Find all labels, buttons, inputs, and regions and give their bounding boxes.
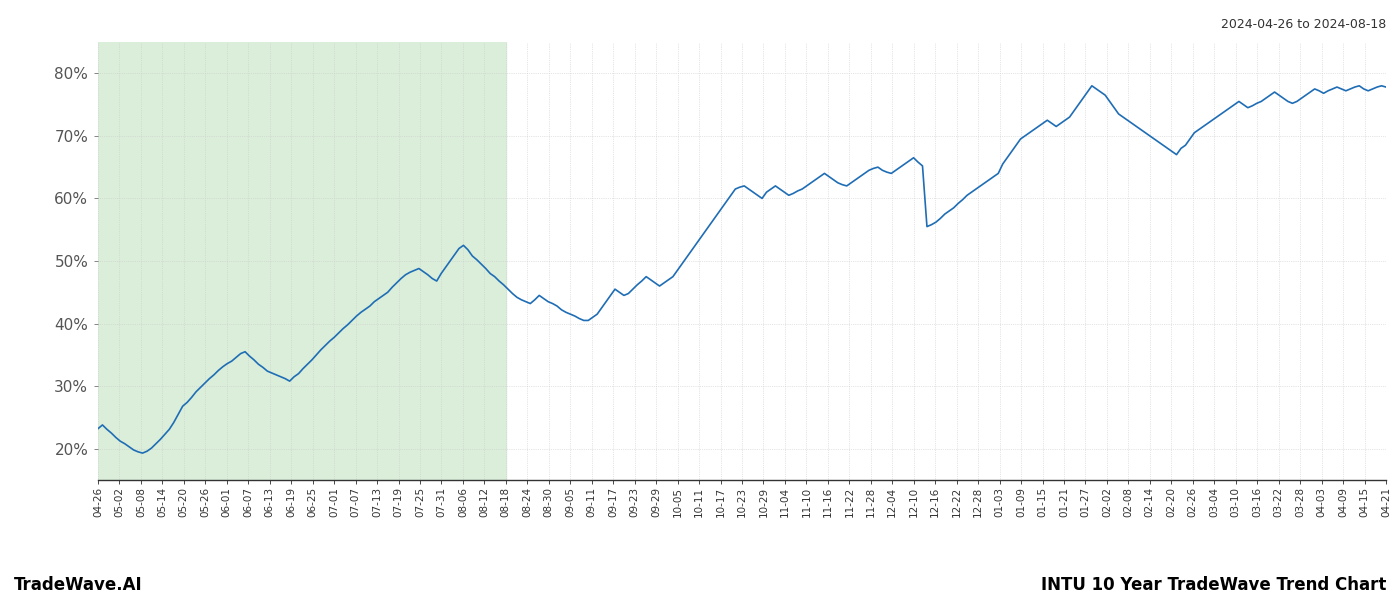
- Text: INTU 10 Year TradeWave Trend Chart: INTU 10 Year TradeWave Trend Chart: [1040, 576, 1386, 594]
- Text: TradeWave.AI: TradeWave.AI: [14, 576, 143, 594]
- Text: 2024-04-26 to 2024-08-18: 2024-04-26 to 2024-08-18: [1221, 18, 1386, 31]
- Bar: [98, 42, 505, 480]
